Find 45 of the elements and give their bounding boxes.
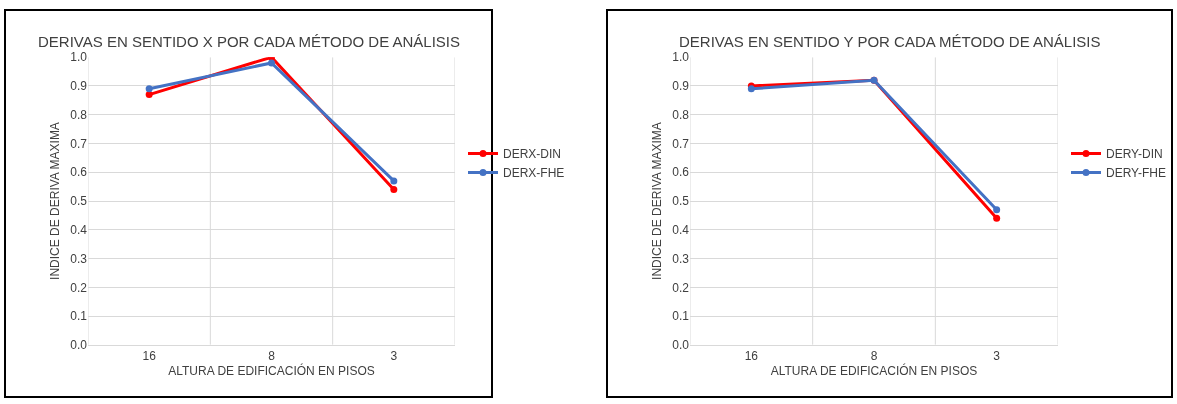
y-tick-label: 0.2 (672, 280, 690, 295)
text: 1.0 (672, 50, 689, 65)
x-tick-label: 3 (390, 349, 398, 364)
x-tick-label: 16 (142, 349, 157, 364)
text: 0.0 (70, 338, 87, 353)
x-tick-label: 3 (993, 349, 1001, 364)
x-axis-title: ALTURA DE EDIFICACIÓN EN PISOS (770, 363, 978, 379)
y-tick-label: 0.6 (70, 165, 88, 180)
point (993, 214, 1001, 222)
chart-title: DERIVAS EN SENTIDO Y POR CADA MÉTODO DE ANÁLISIS (679, 33, 1101, 50)
y-tick-label: 0.3 (70, 251, 88, 266)
y-tick-label: 0.1 (672, 309, 690, 324)
y-tick-label: 0.8 (672, 107, 690, 122)
x-tick-label: 8 (268, 349, 276, 364)
y-tick-label: 0.5 (672, 194, 690, 209)
y-tick-label: 0.9 (672, 79, 690, 94)
y-tick-label: 0.6 (672, 165, 690, 180)
chart-title: DERIVAS EN SENTIDO X POR CADA MÉTODO DE ANÁLISIS (38, 33, 461, 50)
y-axis-title: INDICE DE DERIVA MAXIMA (649, 122, 664, 280)
y-tick-label: 0.3 (672, 251, 690, 266)
point (993, 206, 1001, 214)
text: 0.0 (672, 338, 689, 353)
point (145, 85, 153, 93)
y-tick-label: 0.4 (70, 223, 88, 237)
legend-label: DERX-FHE (503, 166, 565, 181)
legend-label: DERY-DIN (1106, 147, 1163, 162)
text: 1.0 (70, 50, 87, 65)
y-tick-label: 0.7 (672, 136, 690, 151)
x-tick-label: 8 (870, 349, 878, 364)
y-tick-label: 0.8 (70, 107, 88, 122)
point (268, 59, 275, 67)
y-tick-label: 0.4 (672, 223, 690, 237)
point (390, 186, 398, 194)
point (145, 91, 153, 99)
legend-label: DERY-FHE (1106, 166, 1167, 181)
y-tick-label: 0.2 (70, 280, 88, 295)
y-tick-label: 0.7 (70, 136, 88, 151)
legend-label: DERX-DIN (503, 147, 562, 162)
x-tick-label: 16 (744, 349, 759, 364)
point (390, 177, 398, 185)
y-tick-label: 0.5 (70, 194, 88, 209)
y-axis-title: INDICE DE DERIVA MAXIMA (47, 122, 62, 280)
x-axis-title: ALTURA DE EDIFICACIÓN EN PISOS (168, 363, 375, 379)
y-tick-label: 0.9 (70, 79, 88, 94)
y-tick-label: 0.1 (70, 309, 88, 324)
